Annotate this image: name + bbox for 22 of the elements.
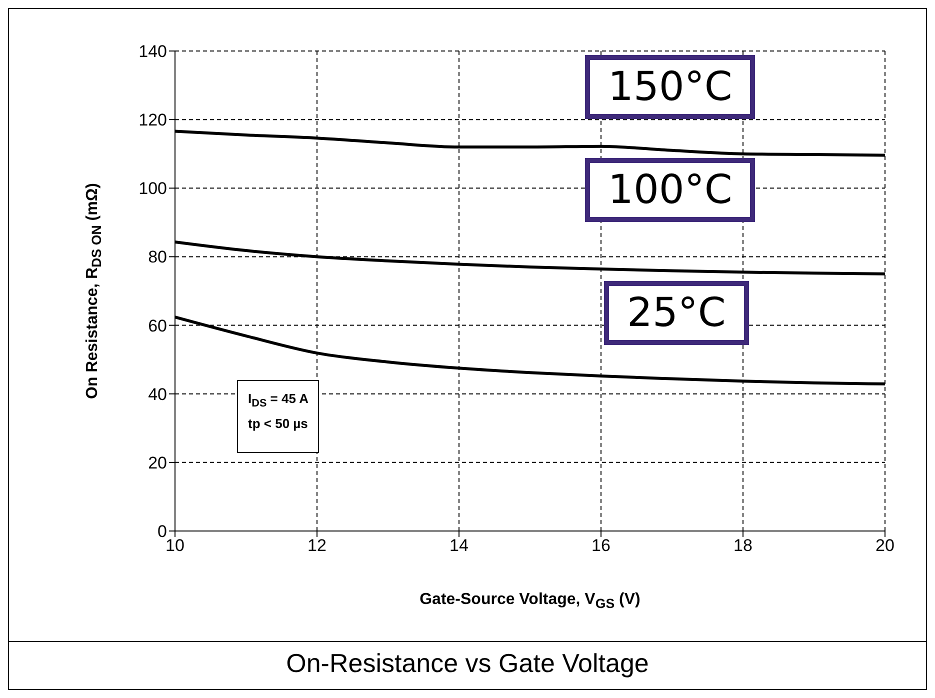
- x-tick-label: 12: [308, 536, 326, 556]
- annotation: I$_{DS}$ = 45 A: [248, 390, 308, 412]
- label-box: 100°C: [585, 158, 756, 222]
- x-tick-label: 20: [876, 536, 894, 556]
- y-tick-label: 120: [138, 110, 167, 130]
- y-tick-label: 20: [148, 453, 167, 472]
- text: On-Resistance vs Gate Voltage: [9, 641, 926, 679]
- label-box: 25°C: [604, 281, 749, 345]
- y-tick-label: 0: [158, 522, 167, 542]
- x-axis-title: Gate-Source Voltage, V$_{GS}$ (V): [418, 591, 642, 612]
- x-tick-label: 14: [450, 536, 468, 556]
- x-tick-label: 10: [166, 536, 184, 556]
- x-tick-label: 18: [734, 536, 752, 556]
- annotation: tp < 50 µs: [248, 414, 308, 433]
- y-tick-label: 60: [148, 316, 167, 336]
- y-tick-label: 100: [138, 179, 167, 198]
- y-tick-label: 140: [138, 42, 167, 62]
- y-tick-label: 80: [148, 248, 167, 267]
- y-tick-label: 40: [148, 384, 167, 404]
- label-box: 150°C: [585, 55, 756, 119]
- note-box: I$_{DS}$ = 45 A tp < 50 µs: [237, 380, 320, 453]
- x-tick-label: 16: [592, 536, 610, 556]
